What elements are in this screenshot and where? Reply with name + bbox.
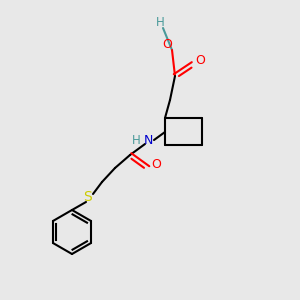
Text: O: O	[195, 53, 205, 67]
Text: O: O	[162, 38, 172, 52]
Text: N: N	[143, 134, 153, 146]
Text: S: S	[84, 190, 92, 204]
Text: H: H	[156, 16, 164, 29]
Text: H: H	[132, 134, 140, 146]
Text: O: O	[151, 158, 161, 172]
